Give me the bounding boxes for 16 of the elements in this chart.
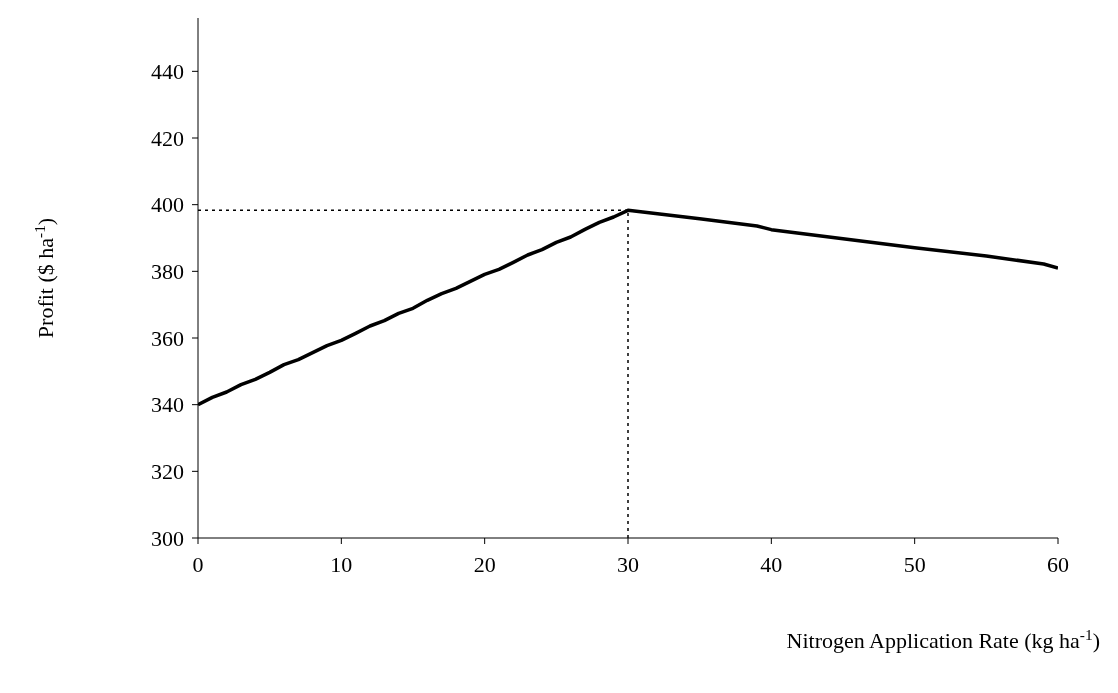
- x-tick-label: 20: [473, 551, 496, 577]
- y-tick-label: 340: [151, 392, 184, 418]
- x-axis-title: Nitrogen Application Rate (kg ha$^{-1}$): [786, 625, 1100, 653]
- y-tick-label: 420: [151, 125, 184, 151]
- x-tick-label: 50: [903, 551, 926, 577]
- y-tick-label: 400: [151, 192, 184, 218]
- y-tick-label: 380: [151, 259, 184, 285]
- y-tick-label: 320: [151, 459, 184, 485]
- y-tick-label: 440: [151, 59, 184, 85]
- x-tick-label: 40: [760, 551, 783, 577]
- x-tick-label: 30: [617, 551, 639, 577]
- x-tick-label: 60: [1047, 551, 1069, 577]
- y-tick-label: 300: [151, 525, 184, 551]
- x-tick-label: 10: [330, 551, 353, 577]
- x-tick-label: 0: [192, 551, 204, 577]
- y-tick-label: 360: [151, 325, 184, 351]
